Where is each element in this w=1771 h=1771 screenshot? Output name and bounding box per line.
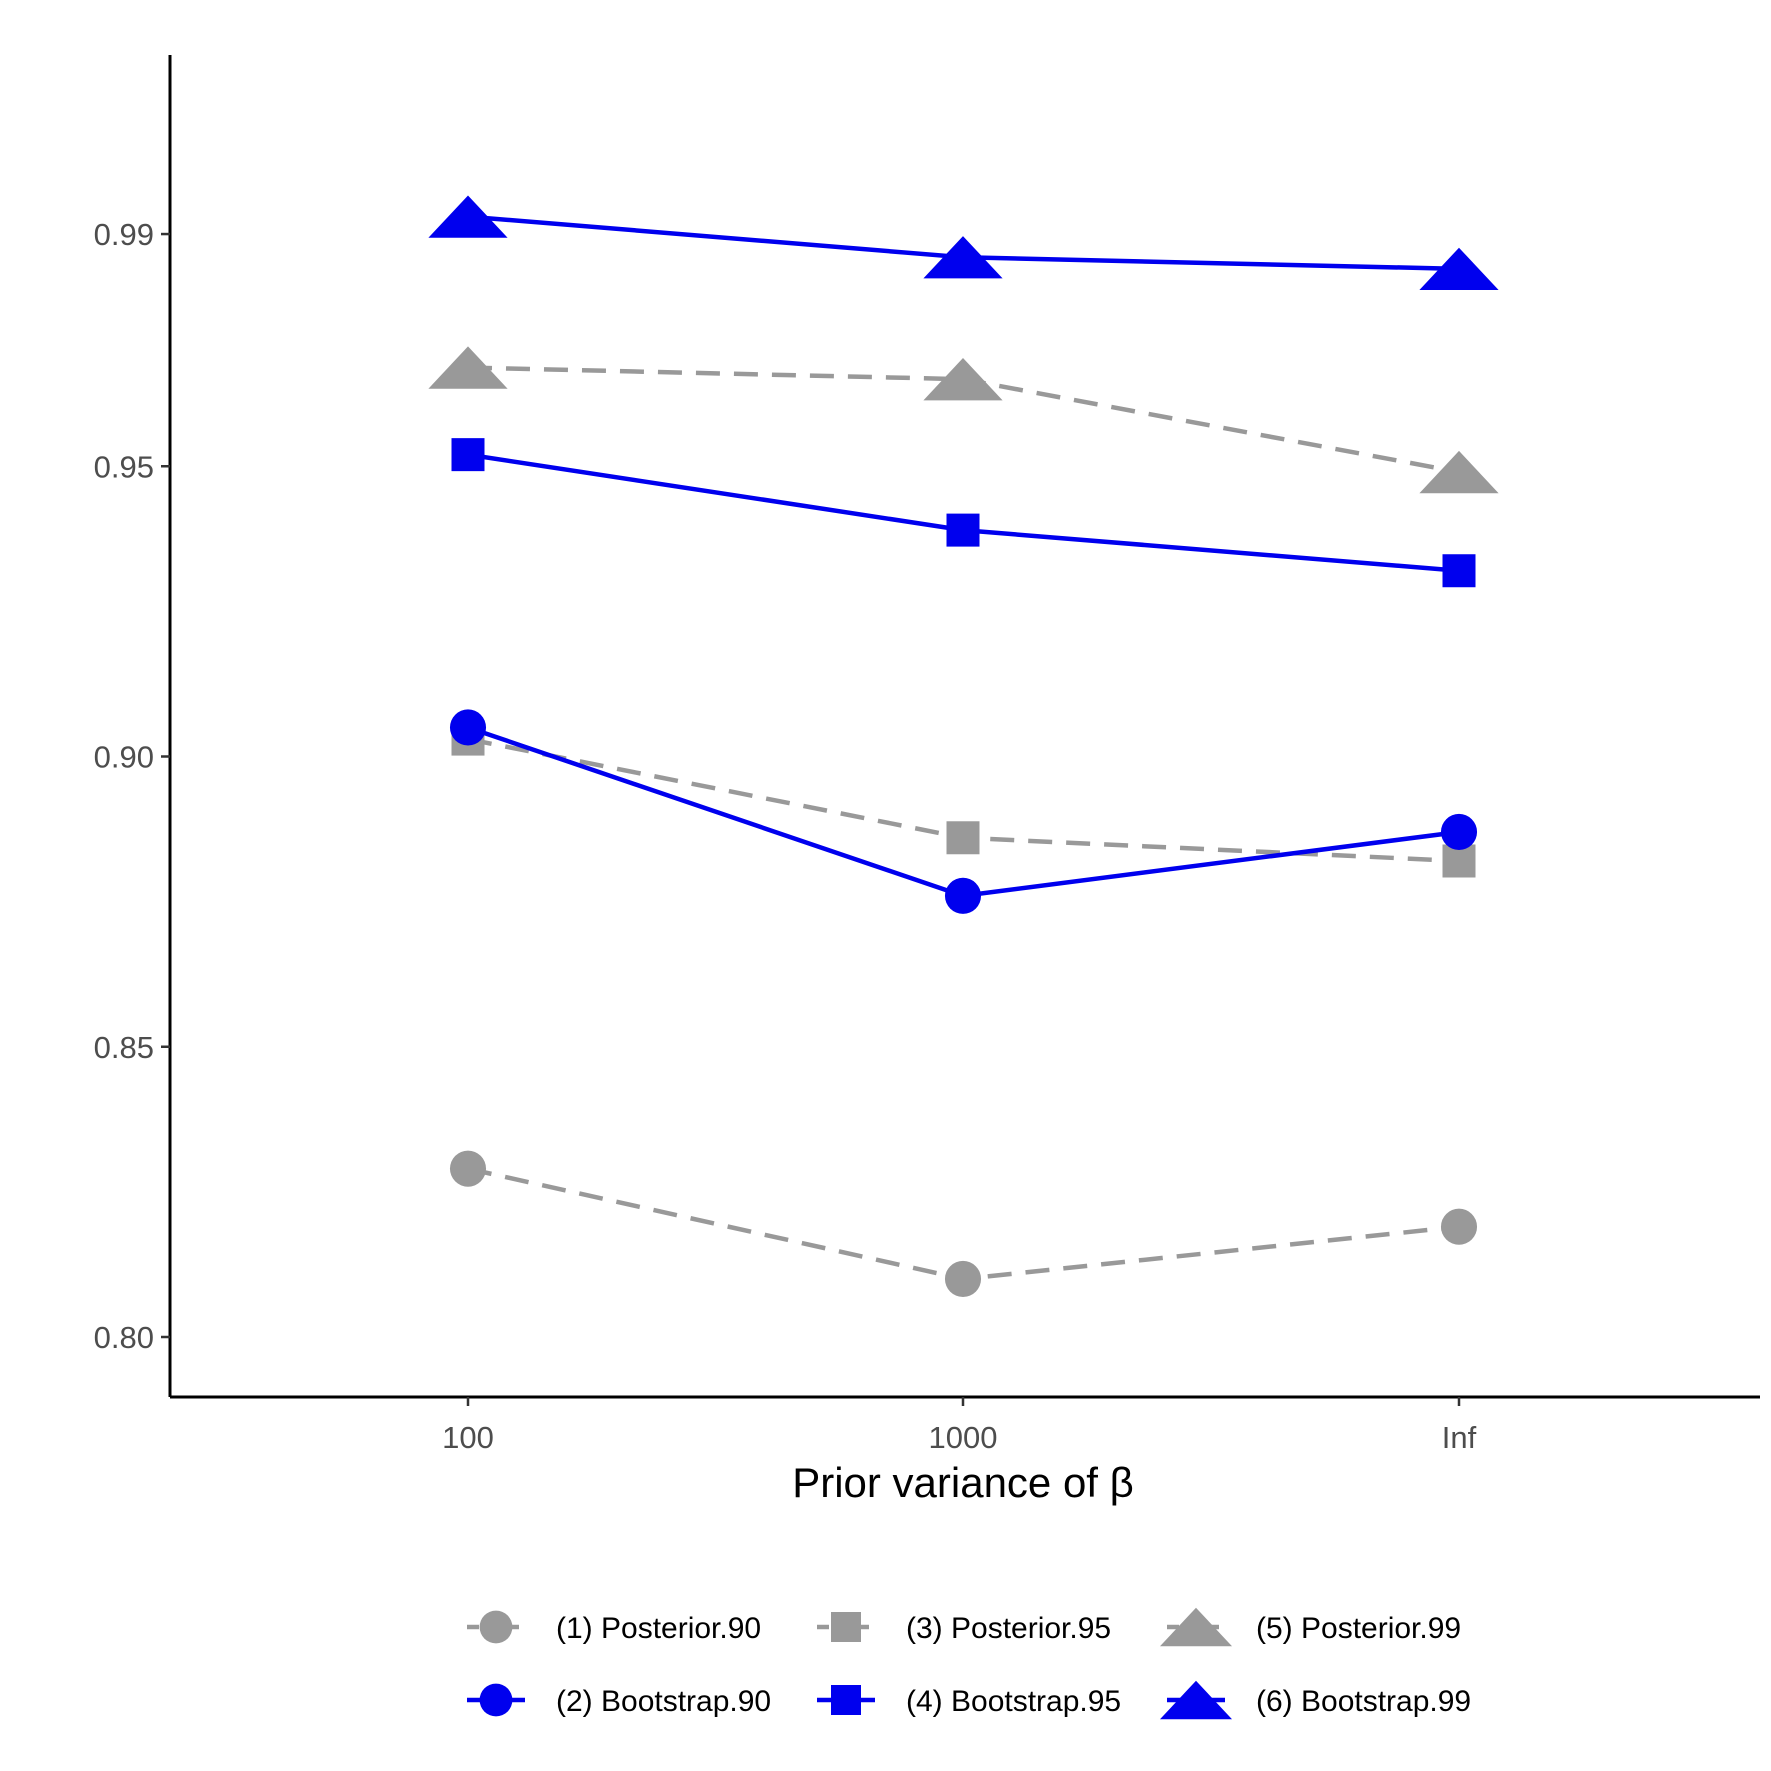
legend-key-marker — [831, 1612, 861, 1642]
series-1 — [449, 1150, 1478, 1297]
legend-label: (1) Posterior.90 — [556, 1612, 761, 1645]
data-point — [449, 1150, 487, 1187]
series-4 — [451, 438, 1476, 588]
data-point — [1442, 554, 1476, 588]
legend-label: (2) Bootstrap.90 — [556, 1685, 771, 1718]
legend-item-1: (1) Posterior.90 — [467, 1610, 761, 1645]
series-5 — [428, 346, 1499, 494]
data-point — [946, 821, 980, 855]
legend-item-5: (5) Posterior.99 — [1160, 1607, 1461, 1647]
x-tick-label: 100 — [442, 1420, 494, 1455]
y-tick-label: 0.80 — [94, 1320, 154, 1355]
series-6 — [428, 195, 1499, 291]
axes: 0.80 0.85 0.90 0.95 0.99 100 1000 Inf — [94, 55, 1760, 1455]
series-line — [467, 452, 1460, 573]
series-2 — [449, 709, 1478, 914]
data-point — [428, 346, 508, 389]
y-tick-label: 0.99 — [94, 217, 154, 252]
y-tick-label: 0.95 — [94, 449, 154, 484]
y-tick-label: 0.90 — [94, 740, 154, 775]
legend-key-marker — [479, 1683, 513, 1717]
data-point — [451, 438, 485, 472]
series-3 — [451, 722, 1476, 878]
legend-key-marker — [1160, 1607, 1232, 1647]
data-point — [923, 236, 1003, 279]
x-axis-title: Prior variance of β — [792, 1459, 1134, 1506]
data-point — [923, 358, 1003, 401]
series-line — [467, 725, 1460, 899]
y-tick-label: 0.85 — [94, 1030, 154, 1065]
legend-item-3: (3) Posterior.95 — [817, 1612, 1111, 1645]
data-point — [1440, 1208, 1478, 1245]
data-point — [449, 709, 487, 746]
x-tick-label: 1000 — [929, 1420, 998, 1455]
data-point — [944, 1260, 982, 1297]
data-point — [1419, 247, 1499, 291]
legend-item-2: (2) Bootstrap.90 — [467, 1683, 771, 1718]
legend-item-6: (6) Bootstrap.99 — [1160, 1680, 1471, 1720]
data-point — [944, 877, 982, 914]
data-point — [1440, 813, 1478, 851]
legend-label: (3) Posterior.95 — [906, 1612, 1111, 1645]
series-layer — [428, 195, 1499, 1297]
legend: (1) Posterior.90 (3) Posterior.95 (5) Post… — [467, 1607, 1471, 1720]
legend-key-marker — [1160, 1680, 1232, 1720]
data-point — [946, 513, 980, 547]
data-point — [1419, 450, 1499, 494]
legend-label: (6) Bootstrap.99 — [1256, 1685, 1471, 1718]
data-point — [428, 195, 508, 238]
legend-label: (4) Bootstrap.95 — [906, 1685, 1121, 1718]
legend-item-4: (4) Bootstrap.95 — [817, 1685, 1121, 1718]
legend-label: (5) Posterior.99 — [1256, 1612, 1461, 1645]
legend-key-marker — [831, 1685, 861, 1715]
x-tick-label: Inf — [1442, 1420, 1477, 1455]
legend-key-marker — [479, 1610, 513, 1644]
